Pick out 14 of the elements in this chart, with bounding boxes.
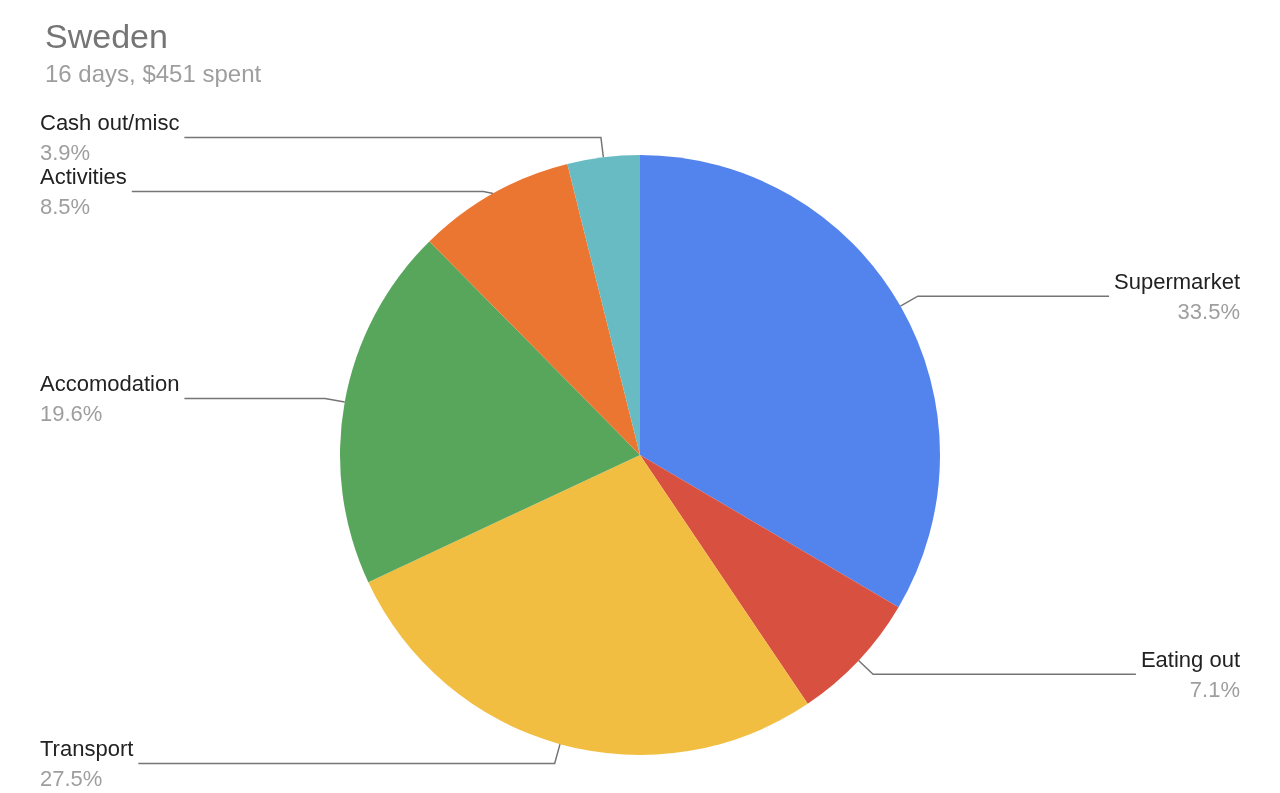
slice-label: Accomodation [40, 371, 180, 397]
data-label: 3.9% [40, 139, 91, 165]
slice-label: Cash out/misc [40, 109, 180, 135]
slice-label: Transport [40, 735, 134, 761]
chart-subtitle: 16 days, $451 spent [45, 59, 262, 87]
data-label: 27.5% [40, 765, 103, 791]
data-label: 8.5% [40, 193, 91, 219]
data-label: 19.6% [40, 401, 103, 427]
data-label: 33.5% [1177, 298, 1240, 324]
slice-label: Eating out [1140, 646, 1240, 672]
chart-title: Sweden [45, 17, 168, 55]
slice-label: Supermarket [1114, 268, 1240, 294]
data-label: 7.1% [1189, 676, 1240, 702]
slice-label: Activities [40, 163, 127, 189]
